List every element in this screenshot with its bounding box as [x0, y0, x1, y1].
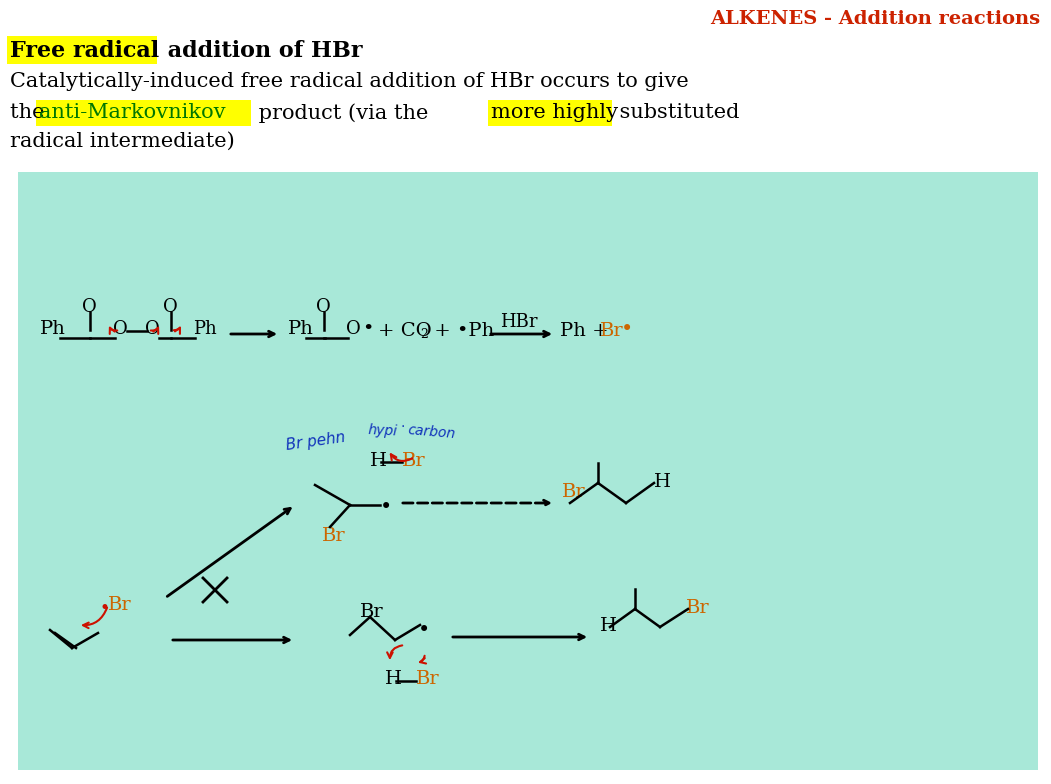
Text: more highly: more highly — [491, 103, 618, 122]
Text: radical intermediate): radical intermediate) — [11, 132, 234, 151]
Text: Ph +: Ph + — [560, 322, 615, 340]
Text: H: H — [654, 473, 671, 491]
Text: Free radical: Free radical — [11, 40, 159, 62]
Text: Br: Br — [562, 483, 585, 501]
Text: Ph: Ph — [288, 320, 314, 338]
Text: addition of HBr: addition of HBr — [160, 40, 363, 62]
Text: •: • — [380, 497, 392, 517]
Text: + CO: + CO — [378, 322, 432, 340]
Text: O: O — [82, 298, 97, 316]
FancyBboxPatch shape — [18, 172, 1038, 770]
Text: O: O — [163, 298, 178, 316]
Text: Br: Br — [416, 670, 439, 688]
Text: O: O — [145, 320, 160, 338]
Text: HBr: HBr — [500, 313, 537, 331]
Text: •: • — [418, 620, 430, 640]
Text: Br: Br — [322, 527, 346, 545]
Text: Ph: Ph — [193, 320, 217, 338]
FancyBboxPatch shape — [36, 100, 251, 126]
Text: Ph: Ph — [40, 320, 66, 338]
Text: product (via the: product (via the — [252, 103, 435, 122]
Text: 2: 2 — [420, 328, 428, 341]
Text: H: H — [385, 670, 401, 688]
Text: + •Ph: + •Ph — [428, 322, 494, 340]
Text: O: O — [346, 320, 360, 338]
Text: carbon: carbon — [407, 423, 456, 441]
Text: substituted: substituted — [613, 103, 739, 122]
Text: O: O — [114, 320, 128, 338]
Text: Br: Br — [686, 599, 709, 617]
Text: O: O — [316, 298, 331, 316]
Text: ALKENES - Addition reactions: ALKENES - Addition reactions — [709, 10, 1040, 28]
FancyBboxPatch shape — [488, 100, 612, 126]
Text: Br pehn: Br pehn — [285, 430, 347, 453]
Text: •: • — [100, 600, 110, 617]
Text: •: • — [362, 320, 373, 338]
Text: Br: Br — [401, 452, 426, 470]
Text: •: • — [621, 320, 634, 339]
Text: the: the — [11, 103, 51, 122]
Text: Br: Br — [360, 603, 384, 621]
Text: Catalytically-induced free radical addition of HBr occurs to give: Catalytically-induced free radical addit… — [11, 72, 688, 91]
Text: anti-Markovnikov: anti-Markovnikov — [39, 103, 226, 122]
FancyBboxPatch shape — [7, 36, 157, 64]
Text: ·: · — [400, 420, 405, 434]
Text: Br: Br — [600, 322, 623, 340]
Text: H: H — [370, 452, 387, 470]
Text: Br: Br — [108, 596, 131, 614]
Text: H: H — [600, 617, 617, 635]
Text: hypi: hypi — [368, 423, 398, 438]
